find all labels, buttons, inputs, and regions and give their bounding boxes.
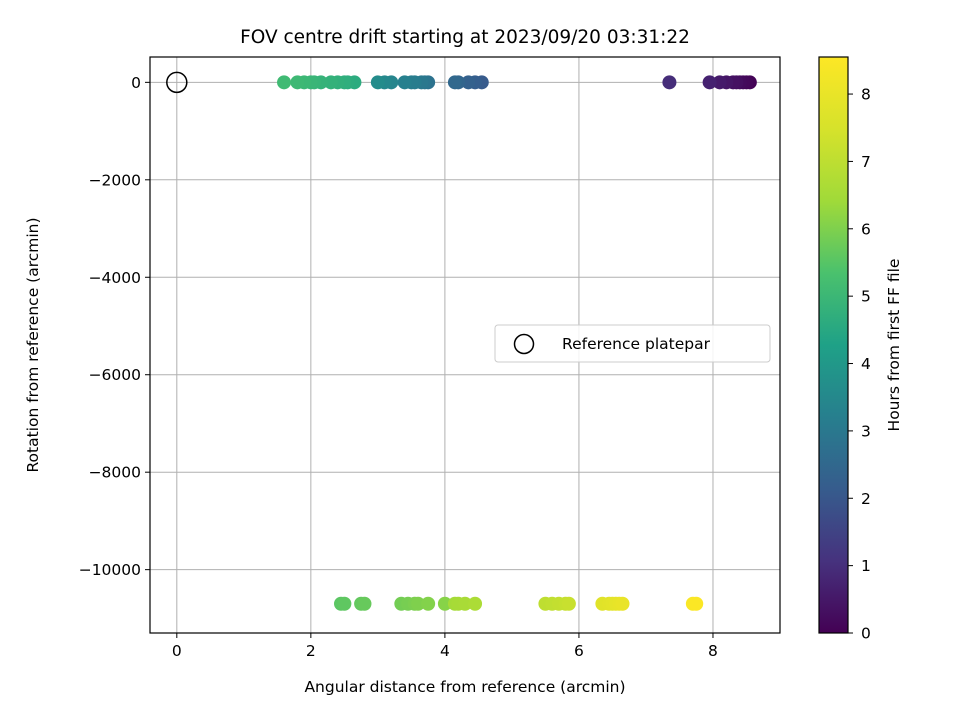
plot-frame [149, 56, 781, 634]
colorbar-tick-label: 3 [861, 422, 871, 440]
scatter-point [421, 596, 436, 611]
x-tick-label: 8 [708, 642, 718, 660]
y-axis-ticks: 0 −2000 −4000 −6000 −8000 −10000 [79, 74, 150, 579]
y-tick-label: −2000 [89, 171, 141, 189]
x-axis-label: Angular distance from reference (arcmin) [304, 678, 625, 696]
colorbar-tick-label: 5 [861, 288, 871, 306]
legend-marker-icon [513, 333, 535, 355]
legend-box [494, 324, 771, 363]
scatter-point [561, 596, 576, 611]
scatter-point [615, 596, 630, 611]
x-axis-ticks: 0 2 4 6 8 [172, 633, 718, 660]
scatter-point [277, 75, 292, 90]
reference-platepar-marker [166, 71, 188, 94]
scatter-point [397, 75, 412, 90]
y-tick-label: −6000 [89, 366, 141, 384]
chart-title: FOV centre drift starting at 2023/09/20 … [240, 27, 690, 48]
colorbar-ticks: 0 1 2 3 4 5 6 7 8 [848, 86, 871, 643]
scatter-point [662, 75, 677, 90]
x-tick-label: 0 [172, 642, 182, 660]
colorbar-gradient [818, 56, 849, 634]
y-tick-label: −10000 [79, 561, 141, 579]
colorbar-tick-label: 0 [861, 625, 871, 643]
scatter-point [702, 75, 717, 90]
y-tick-label: −4000 [89, 269, 141, 287]
colorbar-tick-label: 8 [861, 86, 871, 104]
x-tick-label: 2 [306, 642, 316, 660]
colorbar-tick-label: 7 [861, 153, 871, 171]
colorbar-tick-label: 4 [861, 355, 871, 373]
y-tick-label: −8000 [89, 464, 141, 482]
reference-marker-layer [166, 71, 188, 94]
scatter-point [357, 596, 372, 611]
scatter-point [290, 75, 305, 90]
x-tick-label: 6 [574, 642, 584, 660]
scatter-point [461, 75, 476, 90]
scatter-point [447, 75, 462, 90]
scatter-point [411, 596, 426, 611]
colorbar-tick-label: 6 [861, 220, 871, 238]
scatter-point [458, 596, 472, 611]
scatter-point [468, 596, 483, 611]
scatter-point [689, 596, 704, 611]
scatter-point [712, 75, 727, 90]
scatter-point [370, 75, 385, 90]
legend-entry-label: Reference platepar [562, 335, 711, 353]
y-tick-label: 0 [131, 74, 141, 92]
legend: Reference platepar [494, 324, 771, 363]
scatter-point [337, 596, 352, 611]
colorbar-tick-label: 2 [861, 490, 871, 508]
x-tick-label: 4 [440, 642, 450, 660]
colorbar-tick-label: 1 [861, 557, 871, 575]
scatter-point [323, 75, 338, 90]
y-axis-label: Rotation from reference (arcmin) [24, 217, 42, 472]
data-points [277, 75, 757, 611]
scatter-point [437, 596, 452, 611]
colorbar-label: Hours from first FF file [885, 259, 903, 432]
colorbar: 0 1 2 3 4 5 6 7 8 Hours from first FF file [818, 56, 903, 643]
